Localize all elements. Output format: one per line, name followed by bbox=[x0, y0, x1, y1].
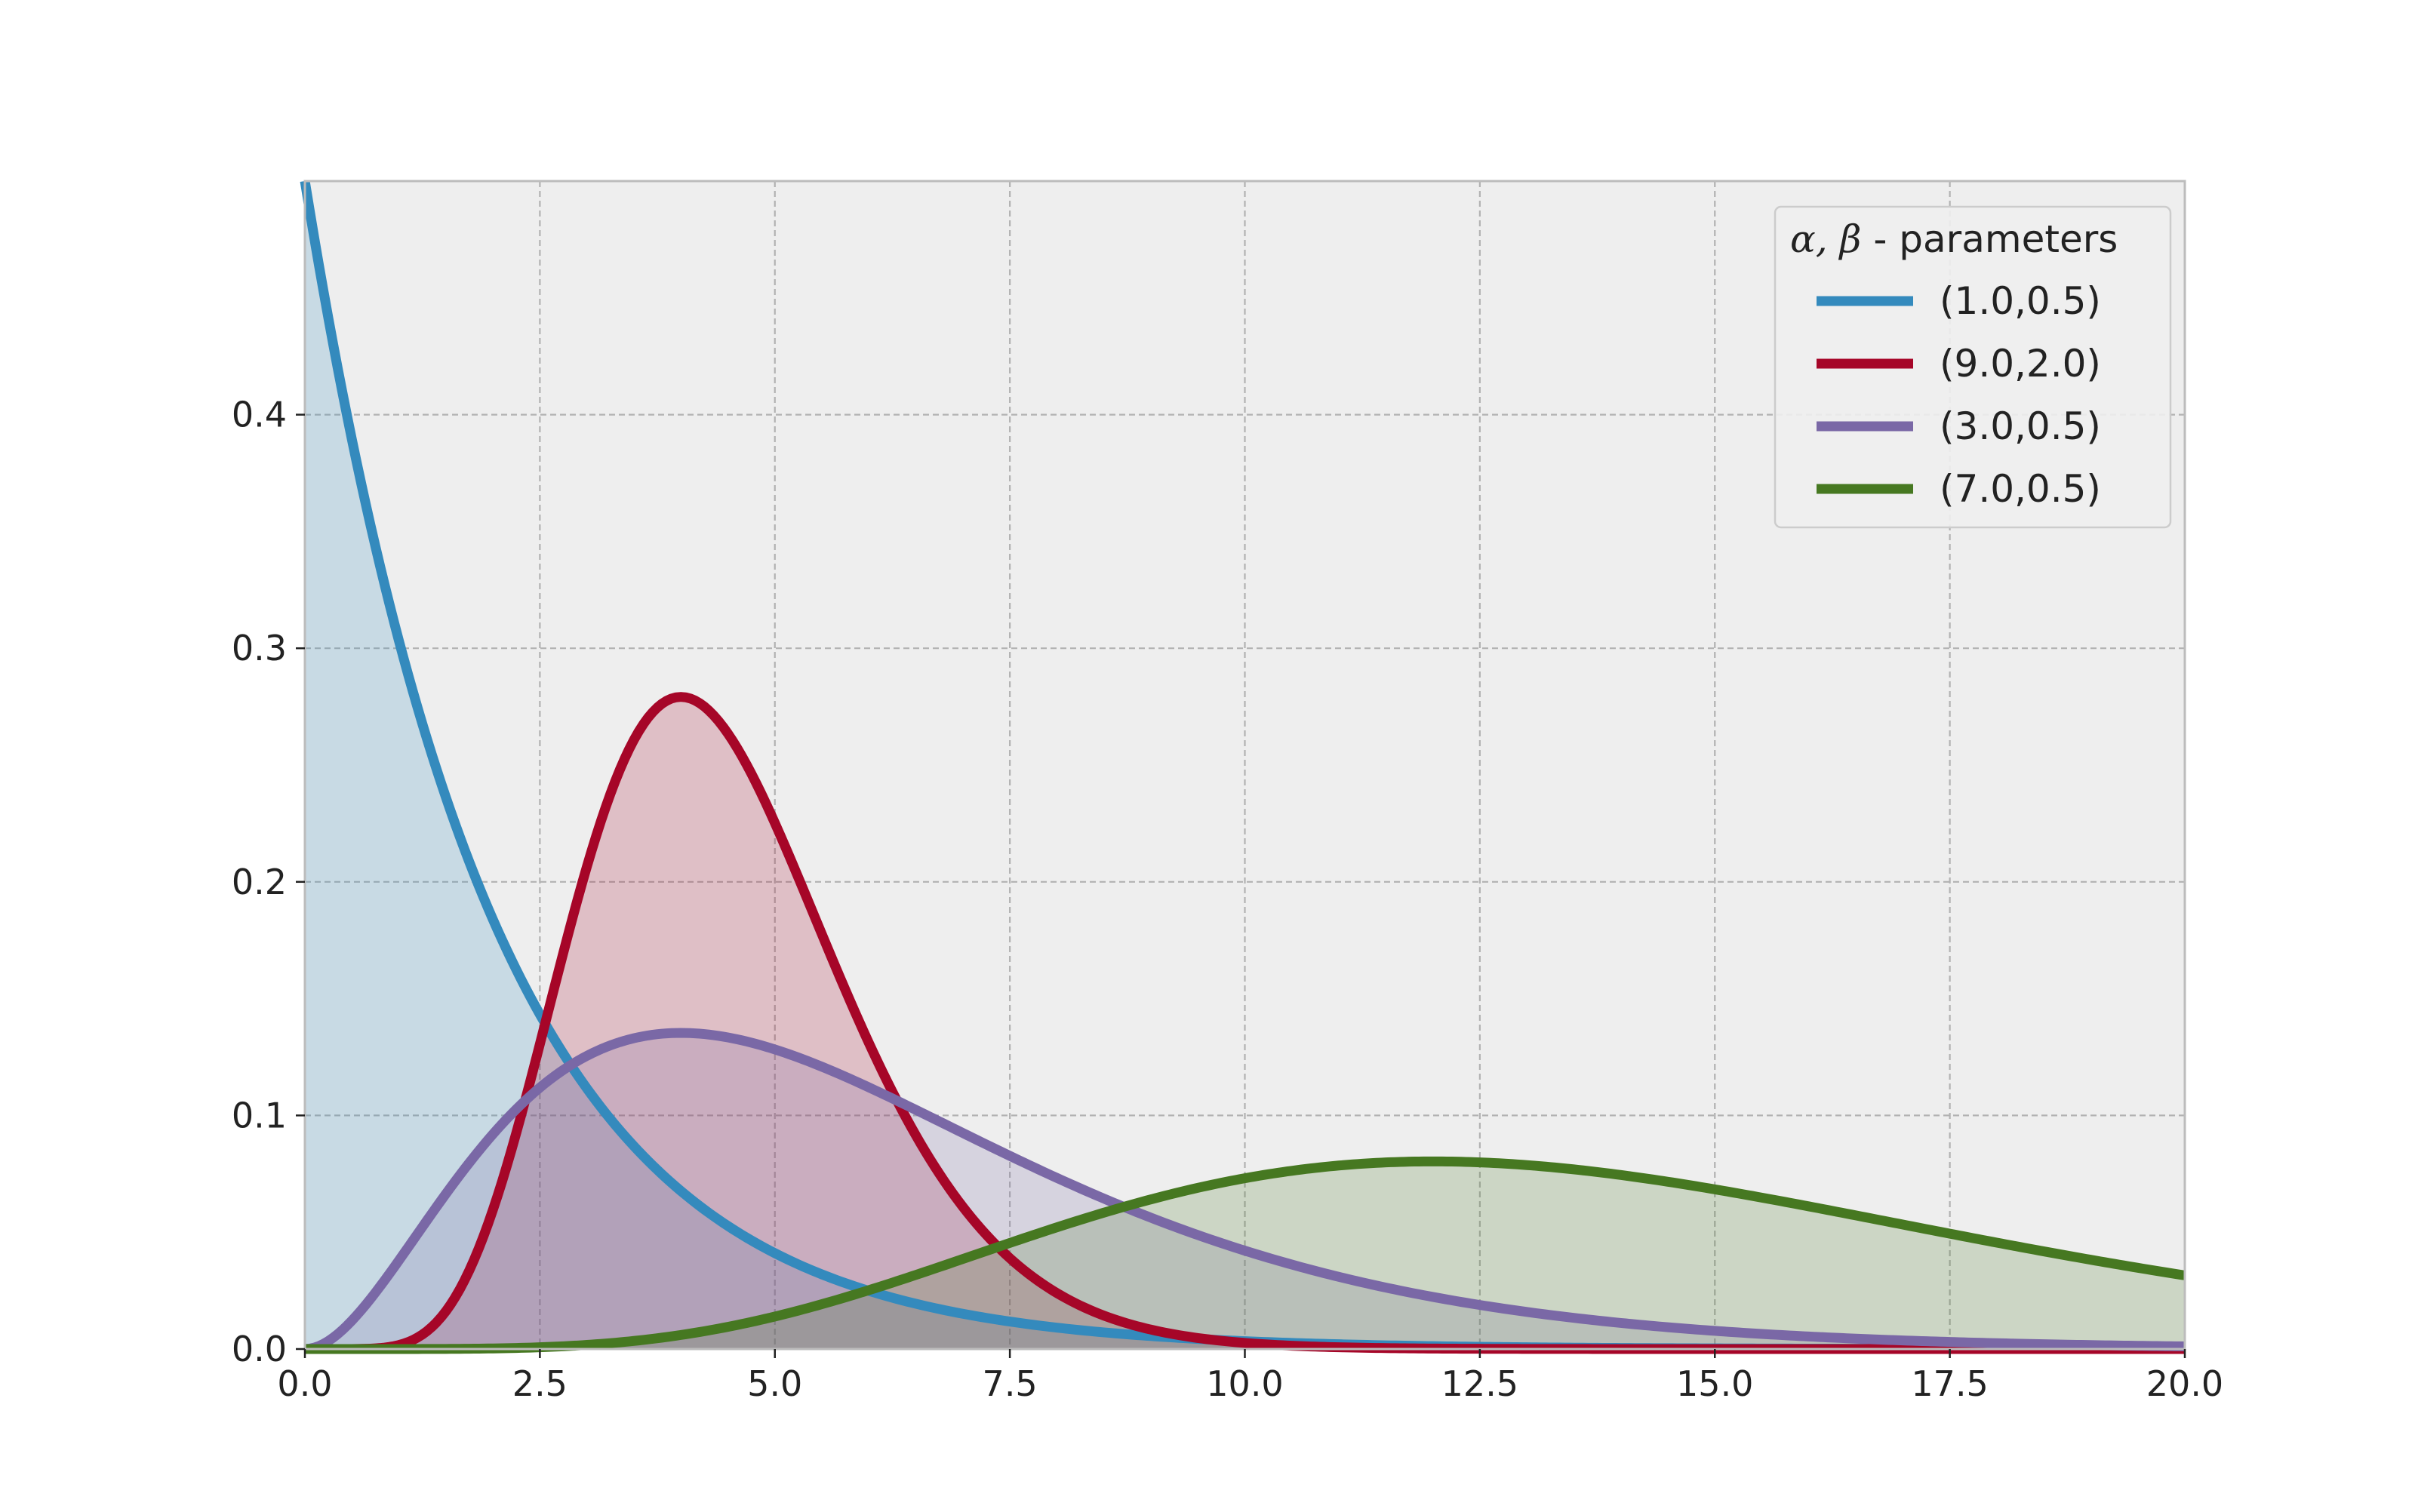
y-tick-label-0: 0.0 bbox=[232, 1329, 287, 1369]
series-line-2 bbox=[304, 1028, 2186, 1354]
legend-title-symbols: α, β bbox=[1790, 217, 1861, 261]
series-fill-1 bbox=[305, 696, 2185, 1349]
y-tick-label-4: 0.4 bbox=[232, 395, 287, 435]
series-fill-2 bbox=[305, 1033, 2185, 1349]
legend-title-text: - parameters bbox=[1861, 217, 2118, 261]
y-tick-label-3: 0.3 bbox=[232, 628, 287, 668]
legend-label-3: (7.0,0.5) bbox=[1940, 467, 2101, 511]
x-tick-label-0: 0.0 bbox=[277, 1363, 332, 1404]
legend-box bbox=[1774, 205, 2172, 529]
y-tick-label-2: 0.2 bbox=[232, 862, 287, 902]
legend-label-2: (3.0,0.5) bbox=[1940, 404, 2101, 448]
x-tick-label-8: 20.0 bbox=[2146, 1363, 2223, 1404]
x-tick-label-4: 10.0 bbox=[1206, 1363, 1283, 1404]
x-tick-label-7: 17.5 bbox=[1911, 1363, 1988, 1404]
series-line-3 bbox=[304, 1156, 2186, 1354]
y-tick-label-1: 0.1 bbox=[232, 1095, 287, 1136]
x-tick-label-3: 7.5 bbox=[983, 1363, 1038, 1404]
legend-title: α, β - parameters bbox=[1790, 217, 2118, 261]
legend-label-1: (9.0,2.0) bbox=[1940, 342, 2101, 386]
x-tick-label-2: 5.0 bbox=[747, 1363, 802, 1404]
legend-label-0: (1.0,0.5) bbox=[1940, 279, 2101, 323]
series-fill-0 bbox=[305, 181, 2185, 1349]
x-tick-label-1: 2.5 bbox=[512, 1363, 568, 1404]
x-tick-label-6: 15.0 bbox=[1676, 1363, 1753, 1404]
x-tick-label-5: 12.5 bbox=[1441, 1363, 1518, 1404]
